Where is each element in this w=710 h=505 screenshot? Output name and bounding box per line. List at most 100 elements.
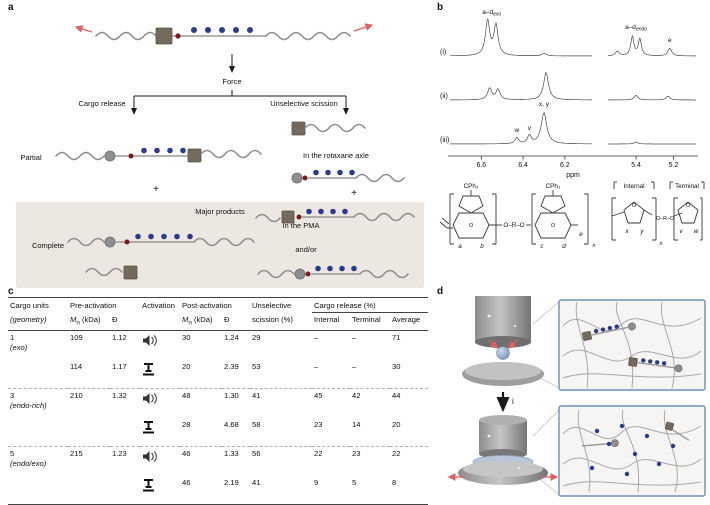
macrocycle-stopper — [155, 27, 173, 45]
peak-annotation: x, y — [539, 101, 550, 108]
col-header-pre-activation: Pre-activation — [68, 296, 140, 313]
network-strands — [562, 409, 702, 493]
nmr-trace-iii — [450, 111, 696, 145]
col-header-activation: Activation — [140, 296, 180, 332]
proton-b-label: b — [480, 243, 484, 250]
plus-partial: + — [153, 184, 159, 195]
table-row: 114 1.17 20 2.39 53 – – 30 — [8, 359, 428, 390]
proton-w-label: w — [694, 228, 699, 235]
table-row: 5 (endo/exo) 215 1.23 46 1.33 56 22 23 22 — [8, 447, 428, 476]
peak-annotation: w — [513, 127, 519, 134]
col-header-d-post: Đ — [222, 312, 250, 332]
panel-d-apparatus: i — [447, 296, 706, 497]
panel-letter-c: c — [8, 286, 14, 297]
unselective-scission-label: Unselective scission — [270, 99, 338, 108]
col-header-cargo-release: Cargo release (%) — [312, 296, 428, 314]
axis-tick-label: 5.4 — [631, 162, 641, 169]
scission-fragment-stopper — [291, 121, 366, 136]
linker-right-label: O–R–O — [656, 216, 674, 222]
col-header-mn-post: Mn (kDa) — [180, 312, 222, 332]
in-pma-label: In the PMA — [282, 221, 319, 230]
col-header-d-pre: Đ — [110, 312, 140, 332]
major-products-label: Major products — [195, 207, 245, 216]
mechanophore-dot — [175, 33, 181, 39]
panel-a-scheme: Force Cargo release Unselective scission… — [16, 23, 424, 288]
cargo-cell: 1 (exo) — [10, 333, 28, 352]
press-icon — [143, 362, 154, 376]
peak-annotation: a–dexo — [482, 9, 501, 18]
peak-annotation: e — [668, 37, 672, 44]
internal-label: Internal — [623, 183, 644, 190]
force-label: Force — [222, 77, 241, 86]
repeat-n-left: n — [593, 243, 596, 249]
chemical-structures: CPh₃ O a b O–R–O CPh₃ O c d e n Internal… — [439, 181, 705, 250]
complete-label: Complete — [32, 241, 64, 250]
major-products-box — [16, 202, 424, 288]
table-row: 46 2.19 41 9 5 8 — [8, 475, 428, 505]
pma-fragment-2 — [257, 265, 409, 280]
repeat-n-right: n — [660, 241, 663, 247]
trace-label: (ii) — [440, 93, 448, 100]
press-setup — [458, 415, 548, 485]
col-header-cargo-units: Cargo units — [8, 296, 68, 313]
plus-scission: + — [351, 188, 357, 199]
proton-y-label: y — [639, 228, 644, 235]
pull-arrow-left-icon — [74, 25, 93, 33]
press-icon — [143, 478, 154, 492]
cph3-left-label: CPh₃ — [464, 183, 479, 190]
in-rotaxane-axle-label: In the rotaxane axle — [303, 151, 369, 160]
proton-v-label: v — [679, 228, 683, 235]
peak-annotation: v — [528, 125, 532, 132]
network-strands — [562, 301, 702, 389]
cargo-cell: 5 (endo/exo) — [10, 449, 47, 468]
col-header-internal: Internal — [312, 312, 350, 332]
peak-annotation: a–dendo — [625, 24, 647, 33]
step-label: i — [512, 397, 514, 406]
cargo-release-label: Cargo release — [78, 99, 125, 108]
sonication-horn — [475, 296, 531, 348]
released-cargo — [581, 421, 690, 477]
table-row: 1 (exo) 109 1.12 30 1.24 29 – – 71 — [8, 331, 428, 360]
ultrasound-icon — [143, 451, 157, 463]
embedded-rotaxane — [582, 322, 636, 341]
proton-x-label: x — [624, 228, 629, 235]
partial-product — [55, 147, 262, 163]
cavitation-arrow-icon — [508, 339, 518, 349]
col-header-mn-pre: Mn (kDa) — [68, 312, 110, 332]
axis-title: ppm — [566, 172, 580, 179]
linker-left-label: O–R–O — [503, 222, 524, 229]
axis-tick-label: 6.4 — [518, 162, 528, 169]
cargo-cell: 3 (endo-rich) — [10, 391, 47, 410]
proton-c-label: c — [540, 243, 544, 250]
ultrasound-icon — [143, 393, 157, 405]
pull-arrow-right-icon — [353, 23, 374, 32]
trace-label: (i) — [440, 49, 446, 56]
col-header-terminal: Terminal — [350, 312, 390, 332]
cph3-right-label: CPh₃ — [546, 183, 561, 190]
col-header-average: Average — [390, 312, 428, 332]
table-row: 28 4.68 58 23 14 20 — [8, 417, 428, 448]
nmr-trace-i — [449, 18, 696, 57]
terminal-label: Terminal — [675, 183, 699, 190]
col-header-post-activation: Post-activation — [180, 296, 250, 313]
col-header-geometry: (geometry) — [8, 312, 68, 332]
and-or-label: and/or — [295, 245, 317, 254]
cavitation-arrow-icon — [488, 339, 498, 349]
oxygen-atom: O — [551, 223, 555, 229]
axis-tick-label: 6.2 — [560, 162, 570, 169]
oxygen-atom: O — [469, 223, 473, 229]
proton-d-label: d — [562, 243, 566, 250]
table-row: 3 (endo-rich) 210 1.32 48 1.30 41 45 42 4… — [8, 389, 428, 418]
scission-fragment-axle — [291, 169, 405, 184]
press-icon — [143, 420, 154, 434]
panel-letter-d: d — [437, 286, 444, 297]
ultrasound-icon — [143, 335, 157, 347]
partial-label: Partial — [20, 153, 42, 162]
intact-rotaxane-polymer — [74, 23, 374, 45]
axis-tick-label: 6.6 — [476, 162, 486, 169]
oxygen-atom: O — [632, 203, 636, 209]
nmr-spectra: (i) a–dexo a–dendo e (ii) (iii) w v x, y 6.6 6.4 6.… — [440, 9, 698, 179]
panel-letter-a: a — [8, 2, 14, 13]
col-header-unselective: Unselective — [250, 296, 312, 313]
proton-a-label: a — [458, 243, 462, 250]
